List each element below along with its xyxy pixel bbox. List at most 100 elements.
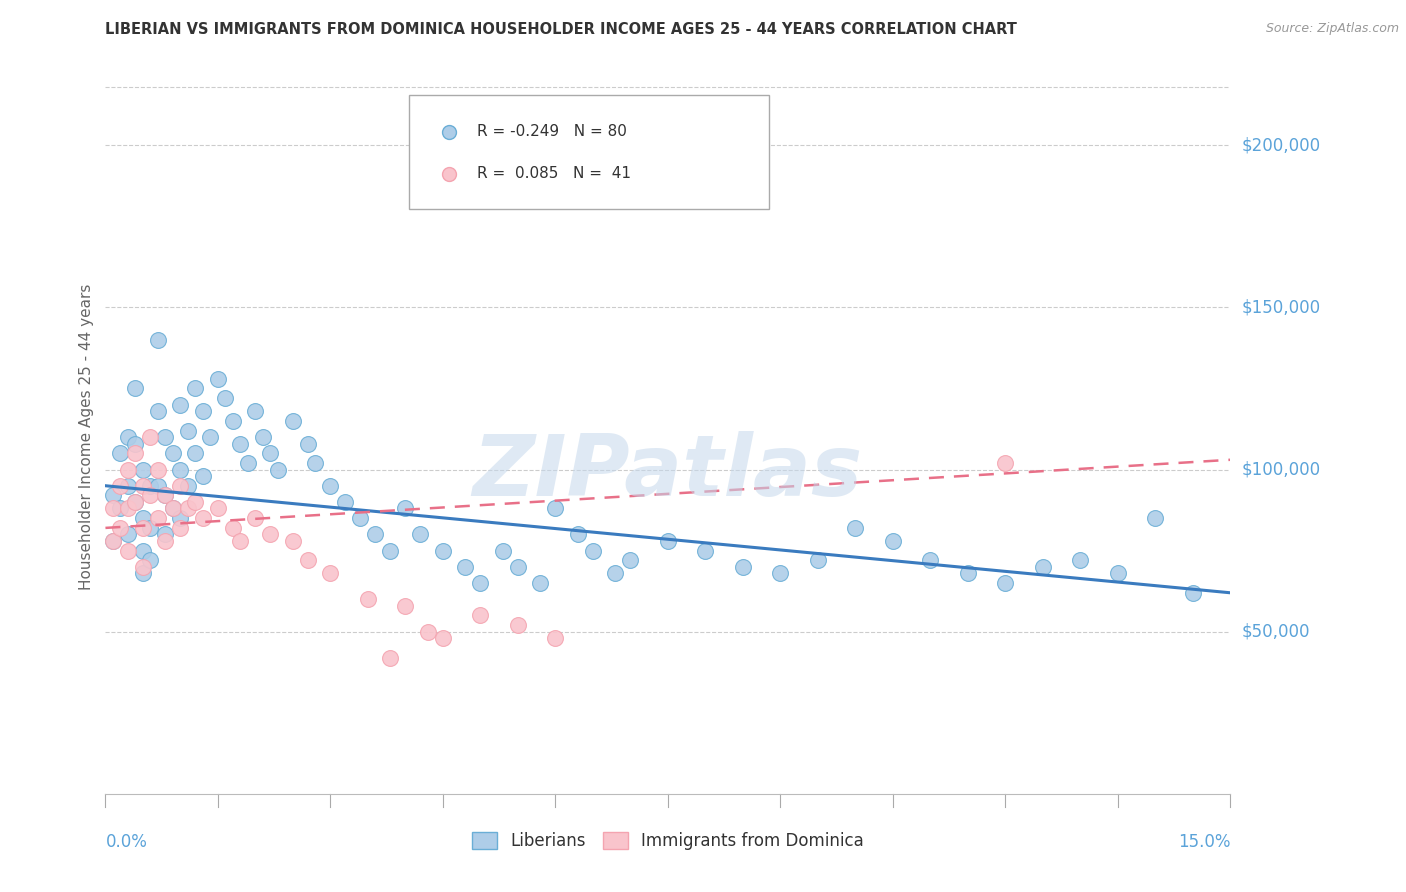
Text: $50,000: $50,000	[1241, 623, 1310, 640]
Point	[994, 456, 1017, 470]
Point	[177, 424, 200, 438]
Point	[162, 446, 184, 460]
Point	[236, 456, 259, 470]
Point	[207, 501, 229, 516]
Text: ZIPatlas: ZIPatlas	[472, 431, 863, 515]
Point	[117, 430, 139, 444]
Point	[110, 479, 132, 493]
Point	[259, 527, 281, 541]
Point	[229, 533, 252, 548]
Text: R =  0.085   N =  41: R = 0.085 N = 41	[477, 166, 631, 181]
Point	[297, 553, 319, 567]
Point	[281, 533, 304, 548]
Point	[132, 479, 155, 493]
Point	[416, 624, 439, 639]
Point	[146, 479, 169, 493]
Point	[200, 430, 222, 444]
Point	[1032, 559, 1054, 574]
Point	[139, 488, 162, 502]
Point	[409, 527, 432, 541]
Point	[184, 446, 207, 460]
Point	[229, 436, 252, 450]
Point	[245, 404, 267, 418]
Point	[155, 430, 177, 444]
Point	[132, 559, 155, 574]
Point	[124, 495, 146, 509]
Point	[124, 495, 146, 509]
Point	[146, 462, 169, 476]
Point	[364, 527, 387, 541]
Point	[432, 543, 454, 558]
Point	[222, 521, 245, 535]
Point	[619, 553, 641, 567]
Point	[281, 414, 304, 428]
Point	[695, 543, 717, 558]
Point	[1107, 566, 1129, 581]
Point	[506, 559, 529, 574]
Point	[191, 404, 214, 418]
Point	[162, 501, 184, 516]
Point	[146, 333, 169, 347]
Point	[731, 559, 754, 574]
Point	[304, 456, 326, 470]
Point	[155, 533, 177, 548]
Point	[956, 566, 979, 581]
Point	[146, 404, 169, 418]
Point	[124, 381, 146, 395]
Point	[155, 488, 177, 502]
Point	[844, 521, 866, 535]
Point	[769, 566, 792, 581]
Point	[432, 631, 454, 645]
Point	[117, 479, 139, 493]
Point	[380, 543, 402, 558]
Text: Source: ZipAtlas.com: Source: ZipAtlas.com	[1265, 22, 1399, 36]
Point	[214, 391, 236, 405]
Text: 0.0%: 0.0%	[105, 833, 148, 851]
Point	[101, 501, 124, 516]
Point	[110, 501, 132, 516]
Point	[297, 436, 319, 450]
Point	[139, 521, 162, 535]
Point	[146, 511, 169, 525]
Point	[132, 462, 155, 476]
Point	[207, 372, 229, 386]
Point	[132, 566, 155, 581]
Point	[124, 446, 146, 460]
Point	[319, 479, 342, 493]
Point	[155, 527, 177, 541]
Point	[882, 533, 904, 548]
Point	[357, 592, 380, 607]
Point	[544, 501, 567, 516]
Point	[994, 576, 1017, 591]
Point	[169, 398, 191, 412]
FancyBboxPatch shape	[409, 95, 769, 209]
Point	[184, 381, 207, 395]
Point	[470, 608, 492, 623]
Point	[132, 511, 155, 525]
Point	[394, 501, 416, 516]
Point	[177, 501, 200, 516]
Point	[1181, 586, 1204, 600]
Y-axis label: Householder Income Ages 25 - 44 years: Householder Income Ages 25 - 44 years	[79, 284, 94, 591]
Point	[117, 543, 139, 558]
Legend: Liberians, Immigrants from Dominica: Liberians, Immigrants from Dominica	[465, 825, 870, 857]
Point	[139, 430, 162, 444]
Point	[222, 414, 245, 428]
Point	[245, 511, 267, 525]
Point	[349, 511, 371, 525]
Point	[132, 543, 155, 558]
Text: $100,000: $100,000	[1241, 460, 1320, 478]
Point	[544, 631, 567, 645]
Point	[117, 527, 139, 541]
Point	[582, 543, 605, 558]
Point	[454, 559, 477, 574]
Point	[567, 527, 589, 541]
Point	[657, 533, 679, 548]
Point	[380, 650, 402, 665]
Point	[470, 576, 492, 591]
Point	[139, 553, 162, 567]
Point	[807, 553, 830, 567]
Point	[506, 618, 529, 632]
Point	[394, 599, 416, 613]
Point	[117, 462, 139, 476]
